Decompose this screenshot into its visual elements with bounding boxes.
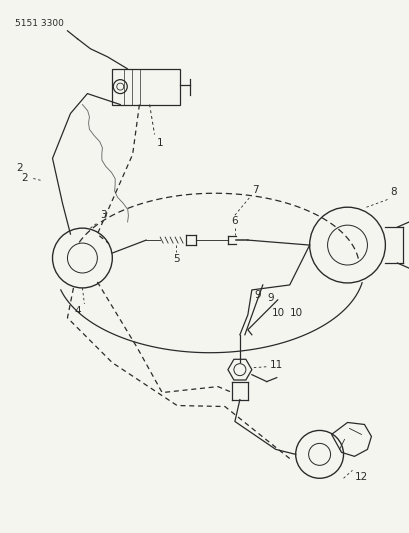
- Text: 2: 2: [21, 173, 27, 183]
- Text: 12: 12: [354, 472, 367, 482]
- Text: 4: 4: [74, 306, 81, 316]
- Text: 10: 10: [271, 308, 284, 318]
- Text: 10: 10: [289, 308, 302, 318]
- Text: 1: 1: [156, 139, 163, 148]
- Text: 8: 8: [389, 187, 396, 197]
- Text: 2: 2: [16, 163, 22, 173]
- Text: 9: 9: [267, 293, 274, 303]
- Text: 5151 3300: 5151 3300: [15, 19, 63, 28]
- Text: 3: 3: [100, 210, 107, 220]
- Text: 6: 6: [231, 216, 238, 226]
- Bar: [112, 69, 180, 104]
- Text: 7: 7: [251, 185, 258, 195]
- Text: 9: 9: [254, 290, 261, 300]
- Text: 5: 5: [172, 254, 179, 264]
- Text: 11: 11: [269, 360, 282, 370]
